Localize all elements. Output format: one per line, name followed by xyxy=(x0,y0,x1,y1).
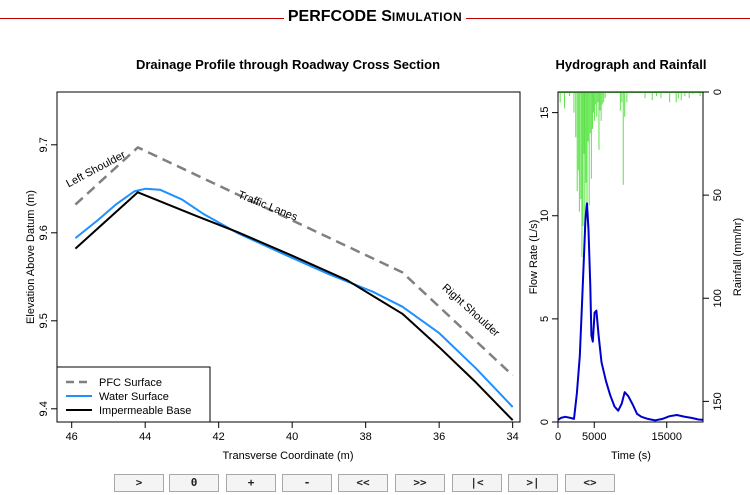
rainfall-tick-label: 0 xyxy=(712,89,724,95)
profile-x-axis: 46 44 42 40 38 36 34 xyxy=(66,422,519,443)
profile-x-tick-label: 46 xyxy=(66,431,78,443)
reset-zero-button[interactable]: 0 xyxy=(169,474,219,492)
hydrograph-y-tick-label: 10 xyxy=(539,210,551,222)
hydrograph-frame xyxy=(557,91,704,423)
profile-y-tick-label: 9.4 xyxy=(38,401,50,416)
hydrograph-y-axis-label: Flow Rate (L/s) xyxy=(528,220,540,295)
step-forward-button[interactable]: > xyxy=(114,474,164,492)
hydrograph-rainfall-axis: 0 50 100 150 xyxy=(703,89,724,411)
simulation-chart: Drainage Profile through Roadway Cross S… xyxy=(25,57,744,462)
profile-frame xyxy=(56,91,521,423)
app-title-main: PERFCODE xyxy=(287,8,377,25)
profile-y-axis: 9.4 9.5 9.6 9.7 xyxy=(38,137,57,416)
profile-series-line-1 xyxy=(74,187,514,408)
app-title-sub-rest: IMULATION xyxy=(391,10,463,24)
app-title: PERFCODE SIMULATION xyxy=(0,8,750,26)
jump-end-button[interactable]: >| xyxy=(508,474,558,492)
legend-entry: Water Surface xyxy=(99,391,169,403)
rainfall-tick-label: 50 xyxy=(712,189,724,201)
profile-plot-area xyxy=(74,146,514,421)
profile-x-tick-label: 36 xyxy=(433,431,445,443)
profile-panel: Drainage Profile through Roadway Cross S… xyxy=(25,57,521,462)
hydrograph-y-tick-label: 15 xyxy=(539,106,551,118)
profile-y-tick-label: 9.5 xyxy=(38,313,50,328)
rainfall-tick-label: 100 xyxy=(712,289,724,307)
hydrograph-x-tick-label: 5000 xyxy=(582,431,606,443)
hydrograph-x-axis-label: Time (s) xyxy=(611,450,651,462)
profile-x-tick-label: 34 xyxy=(507,431,519,443)
hydrograph-plot-area xyxy=(557,92,704,422)
hydrograph-y-tick-label: 5 xyxy=(539,316,551,322)
hydrograph-y-tick-label: 0 xyxy=(539,419,551,425)
profile-x-axis-label: Transverse Coordinate (m) xyxy=(222,450,353,462)
increase-button[interactable]: + xyxy=(226,474,276,492)
hydrograph-title: Hydrograph and Rainfall xyxy=(556,57,707,72)
hydrograph-panel: Hydrograph and Rainfall 0 5000 15000 0 5 10 1… xyxy=(528,57,744,462)
app-title-sub-initial: S xyxy=(381,8,392,25)
legend-entry: PFC Surface xyxy=(99,377,162,389)
hydrograph-y-axis: 0 5 10 15 xyxy=(539,106,558,425)
flow-rate-line xyxy=(557,202,704,422)
profile-y-tick-label: 9.7 xyxy=(38,137,50,152)
rainfall-tick-label: 150 xyxy=(712,392,724,410)
toggle-direction-button[interactable]: <> xyxy=(565,474,615,492)
decrease-button[interactable]: - xyxy=(282,474,332,492)
profile-y-axis-label: Elevation Above Datum (m) xyxy=(25,190,37,324)
fast-rewind-button[interactable]: << xyxy=(338,474,388,492)
jump-start-button[interactable]: |< xyxy=(452,474,502,492)
title-bar: PERFCODE SIMULATION xyxy=(0,0,750,34)
profile-annotation: Right Shoulder xyxy=(440,282,502,340)
profile-legend: PFC Surface Water Surface Impermeable Base xyxy=(56,366,211,423)
profile-series-line-2 xyxy=(74,191,514,421)
hydrograph-x-tick-label: 15000 xyxy=(651,431,682,443)
legend-box xyxy=(56,366,211,423)
profile-x-tick-label: 38 xyxy=(360,431,372,443)
hydrograph-rainfall-axis-label: Rainfall (mm/hr) xyxy=(732,218,744,296)
profile-x-tick-label: 44 xyxy=(139,431,151,443)
fast-forward-button[interactable]: >> xyxy=(395,474,445,492)
playback-controls: >0 + - << >> |< >| <> xyxy=(0,470,750,495)
profile-x-tick-label: 40 xyxy=(286,431,298,443)
profile-title: Drainage Profile through Roadway Cross S… xyxy=(136,57,440,72)
profile-annotation: Traffic Lanes xyxy=(236,189,299,224)
profile-annotation: Left Shoulder xyxy=(64,149,128,190)
profile-series-line-0 xyxy=(74,146,514,377)
profile-y-tick-label: 9.6 xyxy=(38,225,50,240)
profile-x-tick-label: 42 xyxy=(213,431,225,443)
hydrograph-x-tick-label: 0 xyxy=(555,431,561,443)
legend-entry: Impermeable Base xyxy=(99,405,191,417)
profile-annotations: Left Shoulder Traffic Lanes Right Shoulder xyxy=(64,149,502,340)
hydrograph-x-axis: 0 5000 15000 xyxy=(555,422,682,443)
